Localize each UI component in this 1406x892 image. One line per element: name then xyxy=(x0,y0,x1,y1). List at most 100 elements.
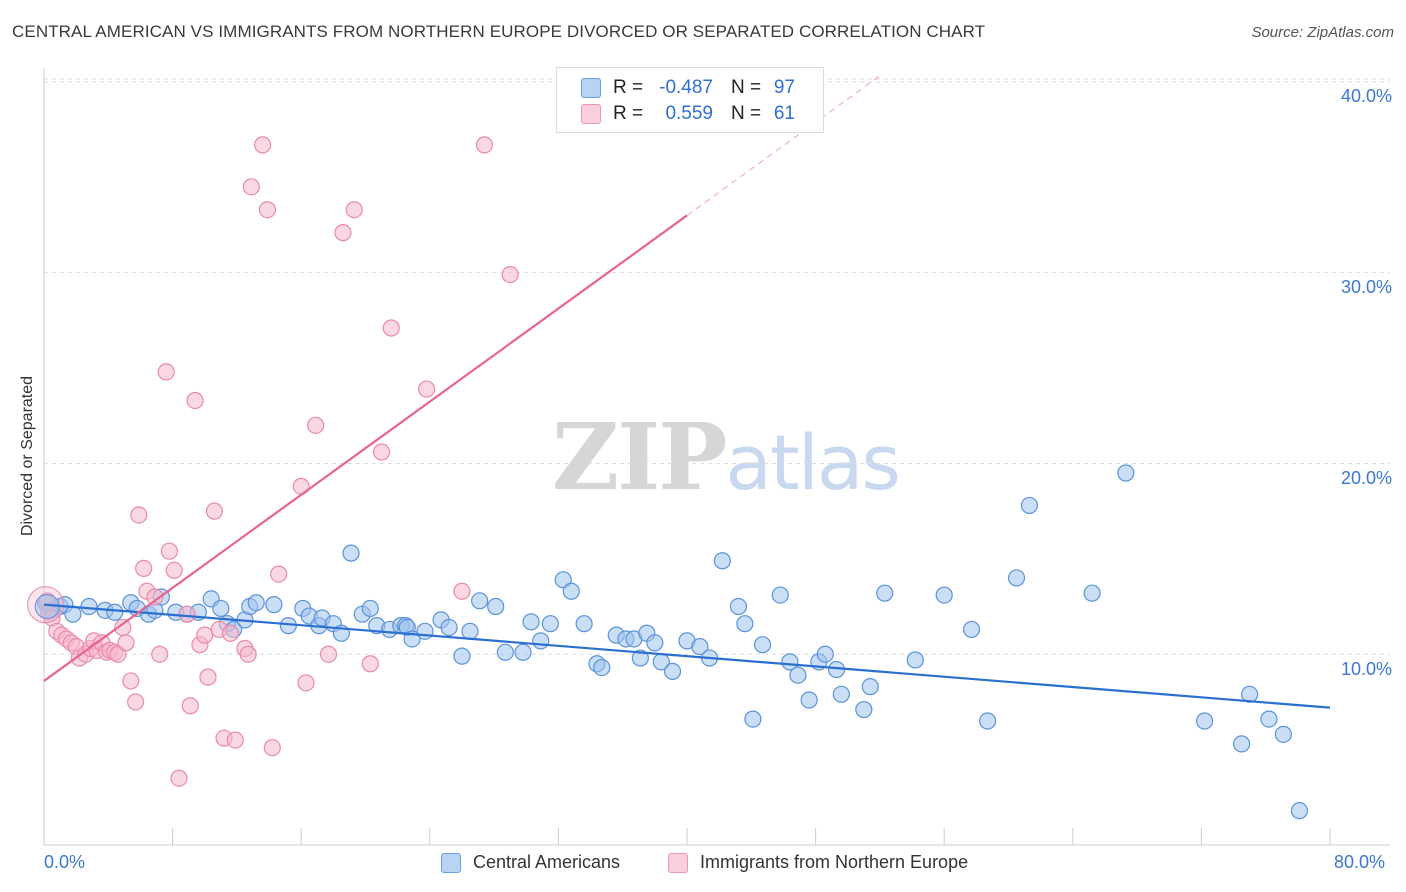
northern-europe-point xyxy=(453,582,471,600)
n-label: N = xyxy=(731,77,762,98)
northern-europe-trend-line xyxy=(43,214,688,682)
central-americans-point xyxy=(789,666,807,684)
northern-europe-point xyxy=(372,443,391,461)
source-label: Source: ZipAtlas.com xyxy=(1251,24,1394,41)
central-americans-point xyxy=(861,678,879,696)
northern-europe-point xyxy=(361,655,379,673)
central-americans-point xyxy=(876,584,894,602)
blue-swatch-icon xyxy=(441,852,461,873)
northern-europe-point xyxy=(345,201,363,219)
northern-europe-point xyxy=(199,668,217,686)
central-americans-point xyxy=(771,586,789,604)
central-americans-point xyxy=(1196,712,1214,730)
northern-europe-point xyxy=(157,363,175,381)
northern-europe-point xyxy=(221,624,240,642)
central-americans-point xyxy=(631,649,649,667)
central-americans-point xyxy=(541,615,559,633)
northern-europe-point xyxy=(186,391,204,410)
central-americans-point xyxy=(1007,569,1026,587)
central-americans-point xyxy=(729,597,748,616)
northern-europe-point xyxy=(165,561,183,579)
northern-europe-point xyxy=(160,542,178,560)
northern-europe-point xyxy=(178,605,196,623)
central-americans-point xyxy=(663,662,682,680)
central-americans-point xyxy=(265,596,283,614)
y-tick-label: 30.0% xyxy=(1340,277,1392,297)
central-americans-point xyxy=(744,710,762,728)
northern-europe-point xyxy=(196,626,214,644)
northern-europe-point xyxy=(151,645,169,663)
central-americans-point xyxy=(753,636,772,654)
northern-europe-point xyxy=(319,645,338,663)
watermark-zip: ZIP xyxy=(552,403,727,511)
central-americans-point xyxy=(1260,710,1278,728)
central-americans-point xyxy=(471,592,489,610)
central-americans-point xyxy=(453,647,471,665)
central-americans-point xyxy=(593,658,611,677)
central-americans-point xyxy=(832,685,850,703)
northern-europe-point xyxy=(270,565,288,583)
northern-europe-point xyxy=(258,201,277,219)
northern-europe-point xyxy=(263,739,281,757)
y-tick-label: 20.0% xyxy=(1340,468,1392,488)
r-label: R = xyxy=(613,77,644,98)
northern-europe-trend-extension xyxy=(686,75,881,216)
central-americans-point xyxy=(979,712,997,730)
central-americans-point xyxy=(361,599,379,618)
legend-item-northern-europe: Immigrants from Northern Europe xyxy=(668,852,968,873)
northern-europe-point xyxy=(130,506,148,524)
n-label: N = xyxy=(731,103,762,124)
central-americans-point xyxy=(487,597,505,616)
central-americans-trend-line xyxy=(43,603,1331,709)
n-value: 61 xyxy=(773,103,795,124)
x-tick-label-min: 0.0% xyxy=(44,852,86,872)
central-americans-point xyxy=(106,603,124,621)
watermark-atlas: atlas xyxy=(725,418,901,507)
blue-swatch-icon xyxy=(581,78,601,98)
northern-europe-point xyxy=(205,502,223,520)
chart-title: CENTRAL AMERICAN VS IMMIGRANTS FROM NORT… xyxy=(12,22,986,41)
central-americans-point xyxy=(1083,584,1101,602)
central-americans-point xyxy=(800,691,818,709)
y-tick-label: 40.0% xyxy=(1340,86,1392,106)
central-americans-point xyxy=(1274,725,1292,743)
central-americans-point xyxy=(247,594,265,612)
central-americans-point xyxy=(416,622,434,640)
northern-europe-point xyxy=(242,178,260,196)
central-americans-point xyxy=(781,653,799,671)
y-axis-label: Divorced or Separated xyxy=(19,375,36,537)
northern-europe-point xyxy=(307,416,325,434)
watermark: ZIPatlas xyxy=(552,403,901,511)
central-americans-point xyxy=(646,634,664,652)
legend-label: Immigrants from Northern Europe xyxy=(700,852,969,872)
pink-swatch-icon xyxy=(581,104,601,124)
northern-europe-point xyxy=(117,634,135,652)
northern-europe-point xyxy=(417,380,436,398)
central-americans-point xyxy=(562,582,580,600)
central-americans-point xyxy=(855,700,873,719)
central-americans-point xyxy=(80,597,98,616)
legend-row-central-americans: R = -0.487 N = 97 xyxy=(581,76,795,100)
central-americans-point xyxy=(1117,464,1135,482)
central-americans-point xyxy=(1232,735,1251,753)
northern-europe-point xyxy=(226,731,244,749)
central-americans-point xyxy=(1020,496,1038,515)
central-americans-point xyxy=(461,622,479,640)
northern-europe-point xyxy=(146,588,164,606)
northern-europe-point xyxy=(475,136,494,154)
pink-swatch-icon xyxy=(668,852,688,873)
central-americans-point xyxy=(575,615,593,633)
central-americans-point xyxy=(691,637,709,656)
central-americans-point xyxy=(342,544,360,562)
legend-row-northern-europe: R = 0.559 N = 61 xyxy=(581,102,795,126)
northern-europe-point xyxy=(382,319,400,337)
n-value: 97 xyxy=(773,77,795,98)
stats-legend: R = -0.487 N = 97 R = 0.559 N = 61 xyxy=(556,67,824,133)
y-tick-label: 10.0% xyxy=(1340,659,1392,679)
central-americans-point xyxy=(64,605,82,623)
legend-item-central-americans: Central Americans xyxy=(441,852,620,873)
central-americans-point xyxy=(906,651,924,669)
northern-europe-point xyxy=(181,697,199,715)
northern-europe-point xyxy=(135,559,153,577)
